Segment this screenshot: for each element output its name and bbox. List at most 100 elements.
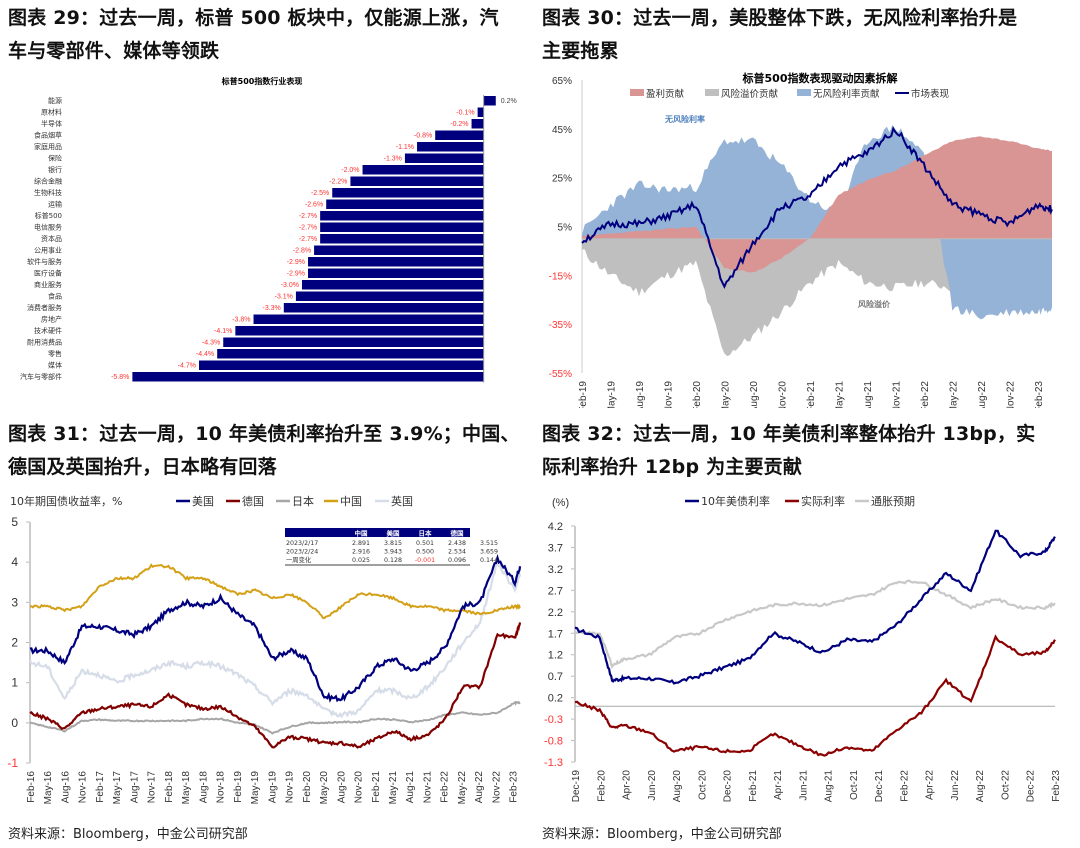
x-tick-label: Aug-21 — [405, 771, 416, 804]
chart-title: 10年期国债收益率，% — [10, 494, 122, 508]
data-label: -2.6% — [305, 202, 323, 209]
y-tick-label: -0.3 — [544, 714, 563, 726]
data-label: -2.9% — [287, 259, 305, 266]
data-label: -2.2% — [329, 179, 347, 186]
x-tick-label: Nov-22 — [1005, 381, 1016, 408]
category-label: 运输 — [48, 200, 62, 209]
annotation-riskfree: 无风险利率 — [664, 114, 705, 124]
category-label: 零售 — [48, 349, 62, 358]
bar-耐用消费品 — [223, 337, 484, 347]
data-label: -2.5% — [311, 190, 329, 197]
data-label: -0.1% — [456, 110, 474, 117]
x-tick-label: Nov-19 — [285, 771, 296, 804]
data-label: -1.1% — [396, 144, 414, 151]
figure-31-title-line1: 图表 31：过去一周，10 年美债利率抬升至 3.9%；中国、 — [8, 423, 520, 445]
x-tick-label: Apr-21 — [773, 770, 784, 800]
line-德国 — [29, 622, 522, 749]
table-header-cell: 日本 — [419, 529, 433, 538]
y-tick-label: -1 — [7, 756, 18, 770]
line-market-performance — [581, 126, 1053, 289]
line-10年美债利率 — [574, 529, 1056, 685]
x-tick-label: Oct-22 — [1000, 770, 1011, 800]
category-label: 耐用消费品 — [27, 338, 62, 347]
y-tick-label: 3.2 — [548, 564, 563, 576]
x-tick-label: Aug-20 — [672, 770, 683, 803]
table-cell: 2.916 — [352, 549, 370, 556]
annotation-risk-premium: 风险溢价 — [858, 299, 891, 309]
bar-汽车与零部件 — [132, 372, 484, 382]
x-tick-label: Aug-20 — [749, 381, 760, 408]
data-label: -2.8% — [293, 248, 311, 255]
figure-31-source: 资料来源：Bloomberg，中金公司研究部 — [8, 827, 248, 842]
x-tick-label: Nov-18 — [216, 771, 227, 804]
y-tick-label: 65% — [552, 76, 572, 87]
x-tick-label: Nov-21 — [891, 381, 902, 408]
y-tick-label: 1.2 — [548, 650, 563, 662]
legend-label: 中国 — [340, 495, 362, 508]
figure-29-title-line2: 车与零部件、媒体等领跌 — [8, 40, 220, 62]
table-cell: 2.534 — [448, 549, 466, 556]
us-rate-decomposition-chart: 4.2 3.7 3.2 2.7 2.2 1.7 1.2 0.7 0.2 -0.3 -0.8 -1.3 D… — [544, 494, 1062, 803]
category-label: 公用事业 — [34, 246, 62, 255]
x-tick-label: May-22 — [948, 381, 959, 408]
bar-软件与服务 — [308, 257, 484, 267]
x-tick-label: Nov-20 — [354, 771, 365, 804]
x-tick-label: Dec-22 — [1026, 770, 1037, 803]
x-tick-label: Feb-21 — [371, 771, 382, 803]
x-tick-label: Feb-21 — [748, 770, 759, 802]
x-tick-label: Feb-19 — [578, 381, 589, 408]
x-tick-label: Feb-16 — [26, 771, 37, 803]
category-label: 消费者服务 — [27, 303, 62, 312]
legend-label: 盈利贡献 — [646, 88, 685, 100]
y-tick-label: 45% — [552, 125, 572, 136]
legend-label: 风险溢价贡献 — [721, 88, 779, 100]
table-cell: 2.438 — [448, 540, 466, 547]
bar-能源 — [483, 96, 496, 106]
y-tick-label: 3.7 — [548, 542, 563, 554]
data-label: -3.1% — [275, 294, 293, 301]
category-label: 商业服务 — [34, 280, 62, 289]
area-risk-premium — [582, 238, 1052, 357]
table-cell: 0.096 — [448, 557, 466, 564]
table-cell: 0.500 — [416, 549, 434, 556]
category-label: 媒体 — [48, 361, 62, 370]
y-tick-label: -15% — [549, 271, 572, 282]
bar-银行 — [362, 165, 484, 175]
legend-label: 通胀预期 — [871, 495, 915, 508]
bar-原材料 — [477, 107, 484, 117]
data-label: -2.7% — [299, 225, 317, 232]
data-label: -2.9% — [287, 271, 305, 278]
table-cell: -0.001 — [415, 557, 435, 564]
x-tick-label: Aug-16 — [60, 771, 71, 804]
x-tick-label: Aug-22 — [975, 770, 986, 803]
y-tick-label: 5% — [558, 223, 573, 234]
data-label: -5.8% — [111, 374, 129, 381]
y-tick-label: 2.7 — [548, 585, 563, 597]
category-label: 生物科技 — [34, 188, 62, 197]
x-tick-label: Feb-20 — [596, 770, 607, 802]
table-header-cell: 德国 — [451, 529, 465, 538]
bar-运输 — [326, 199, 484, 209]
x-tick-label: Feb-20 — [692, 381, 703, 408]
x-tick-label: May-20 — [720, 381, 731, 408]
x-tick-label: May-22 — [457, 771, 468, 805]
category-label: 技术硬件 — [34, 326, 62, 335]
bar-家庭用品 — [417, 142, 484, 152]
x-tick-label: Aug-21 — [863, 381, 874, 408]
x-tick-label: May-20 — [319, 771, 330, 805]
bar-资本品 — [320, 234, 484, 244]
bar-房地产 — [253, 314, 484, 324]
data-label: -3.8% — [232, 317, 250, 324]
bar-商业服务 — [301, 280, 484, 290]
x-tick-label: Feb-23 — [1051, 770, 1062, 802]
table-cell: 2023/2/24 — [286, 549, 318, 556]
table-header-bg — [285, 528, 470, 537]
bar-标普500 — [320, 211, 484, 221]
y-tick-label: 1 — [11, 676, 18, 690]
legend-label: 市场表现 — [911, 88, 950, 100]
bar-综合金融 — [350, 176, 484, 186]
line-美国 — [29, 553, 522, 703]
bar-公用事业 — [314, 245, 484, 255]
x-tick-label: Nov-22 — [491, 771, 502, 804]
x-tick-label: Aug-19 — [267, 771, 278, 804]
